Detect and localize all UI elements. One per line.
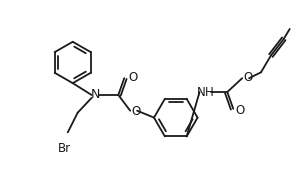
Text: H: H (205, 86, 213, 98)
Text: O: O (235, 104, 245, 117)
Text: N: N (91, 89, 100, 101)
Text: O: O (243, 71, 252, 84)
Text: N: N (197, 86, 205, 98)
Text: O: O (128, 71, 138, 84)
Text: O: O (131, 105, 140, 118)
Text: Br: Br (58, 142, 72, 155)
